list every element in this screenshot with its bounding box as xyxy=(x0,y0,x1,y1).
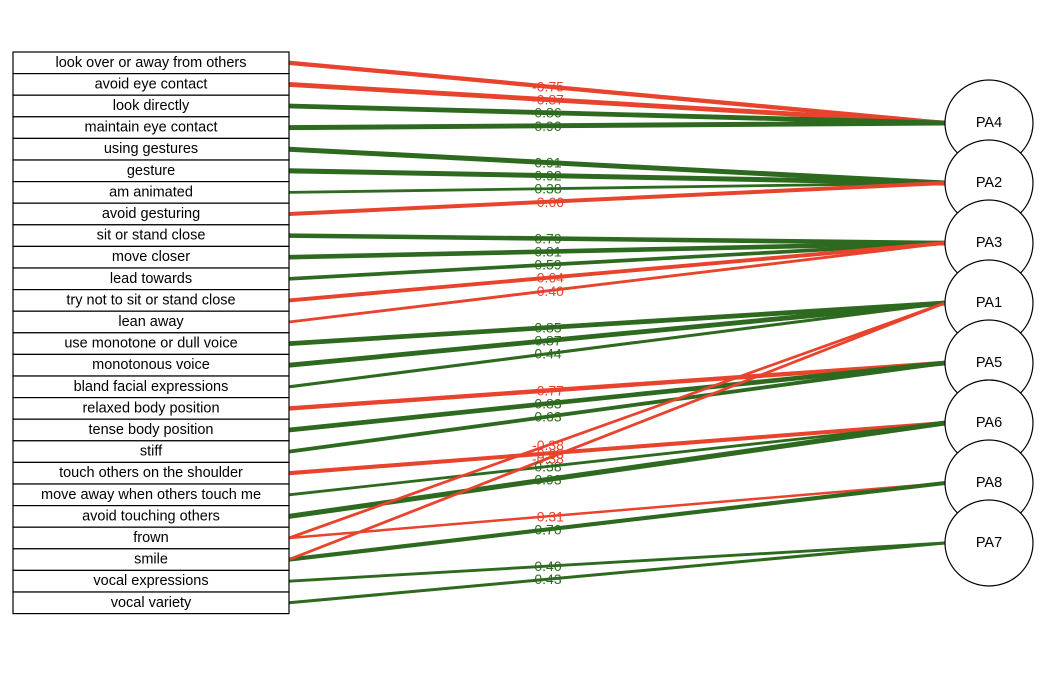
loading-edge xyxy=(288,146,946,186)
item-label: try not to sit or stand close xyxy=(66,292,235,308)
loading-edge xyxy=(288,541,946,583)
loading-label: 0.40 xyxy=(534,558,561,574)
loading-edge xyxy=(288,481,946,540)
item-label: stiff xyxy=(140,444,163,460)
factor-label: PA6 xyxy=(976,415,1002,431)
loading-edge xyxy=(288,420,946,519)
loading-label: -0.77 xyxy=(532,382,564,398)
loading-edge xyxy=(288,301,946,389)
item-label: avoid eye contact xyxy=(95,76,208,92)
loading-edge xyxy=(288,300,946,346)
loading-edge xyxy=(288,181,946,216)
loading-label: 0.38 xyxy=(534,458,561,474)
item-label: avoid touching others xyxy=(82,508,220,524)
item-label: frown xyxy=(133,530,168,546)
loading-edge xyxy=(288,420,946,476)
loading-label: 0.44 xyxy=(534,346,561,362)
loading-label: 0.70 xyxy=(534,521,561,537)
item-label: move closer xyxy=(112,249,190,265)
item-label: am animated xyxy=(109,184,193,200)
loading-label: 0.85 xyxy=(534,320,561,336)
factor-label: PA7 xyxy=(976,535,1002,551)
loading-edge xyxy=(288,181,946,194)
loading-edge xyxy=(288,360,946,411)
factor-label: PA2 xyxy=(976,175,1002,191)
factor-label: PA4 xyxy=(976,115,1002,131)
item-label: vocal variety xyxy=(111,595,192,611)
loading-label: 0.43 xyxy=(534,571,561,587)
item-label: smile xyxy=(134,552,168,568)
loading-label: -0.68 xyxy=(532,445,564,461)
factor-label: PA3 xyxy=(976,235,1002,251)
loading-label: -0.75 xyxy=(532,79,564,95)
item-label: touch others on the shoulder xyxy=(59,465,243,481)
loading-edge xyxy=(288,421,946,497)
loading-edge xyxy=(288,120,946,131)
loading-edge xyxy=(288,300,946,368)
loading-label: 0.86 xyxy=(534,105,561,121)
loading-edge xyxy=(288,541,946,605)
item-label: relaxed body position xyxy=(82,400,219,416)
loading-label: -0.87 xyxy=(532,92,564,108)
item-label: sit or stand close xyxy=(97,228,206,244)
loading-label: -0.40 xyxy=(532,283,564,299)
loading-edge xyxy=(288,103,946,126)
factor-label: PA1 xyxy=(976,295,1002,311)
loading-label: 0.83 xyxy=(534,396,561,412)
factor-label: PA8 xyxy=(976,475,1002,491)
item-label: move away when others touch me xyxy=(41,487,261,503)
factor-nodes: PA4 PA2 PA3 PA1 PA5 PA6 PA8 PA7 xyxy=(944,79,1034,587)
item-label: monotonous voice xyxy=(92,357,210,373)
loading-edge xyxy=(288,81,946,126)
loading-label: 0.92 xyxy=(534,168,561,184)
loading-label: -0.38 xyxy=(532,450,564,466)
item-label: using gestures xyxy=(104,141,198,157)
item-label: maintain eye contact xyxy=(85,120,218,136)
loading-label: 0.59 xyxy=(534,257,561,273)
loading-label: 0.90 xyxy=(534,118,561,134)
item-label: look over or away from others xyxy=(56,55,247,71)
loading-label: -0.38 xyxy=(532,437,564,453)
loading-edge xyxy=(288,301,946,540)
item-label: vocal expressions xyxy=(93,573,208,589)
loading-edge xyxy=(288,241,946,324)
loading-edge xyxy=(288,233,946,246)
loading-label: 0.91 xyxy=(534,155,561,171)
loading-edge xyxy=(288,168,946,186)
item-label: tense body position xyxy=(89,422,214,438)
item-label: lead towards xyxy=(110,271,192,287)
item-label: avoid gesturing xyxy=(102,206,200,222)
loading-edge xyxy=(288,361,946,454)
loading-label: 0.93 xyxy=(534,472,561,488)
loading-edge xyxy=(288,241,946,281)
item-label: lean away xyxy=(118,314,184,330)
loading-edges xyxy=(288,60,946,605)
loading-label: 0.79 xyxy=(534,231,561,247)
loading-edge xyxy=(288,480,946,562)
loading-edge xyxy=(288,240,946,260)
factor-node xyxy=(944,499,1034,587)
item-label: use monotone or dull voice xyxy=(64,336,237,352)
item-label: gesture xyxy=(127,163,175,179)
factor-label: PA5 xyxy=(976,355,1002,371)
loading-edge xyxy=(288,301,946,561)
item-label: look directly xyxy=(113,98,190,114)
loading-edge xyxy=(288,360,946,433)
loading-label: -0.64 xyxy=(532,270,564,286)
loading-edge xyxy=(288,241,946,303)
item-label: bland facial expressions xyxy=(74,379,229,395)
loading-label: -0.31 xyxy=(532,508,564,524)
loading-edge xyxy=(288,60,946,126)
loading-label: 0.81 xyxy=(534,244,561,260)
loading-label: 0.38 xyxy=(534,181,561,197)
loading-label: 0.87 xyxy=(534,333,561,349)
loading-labels: -0.75-0.870.860.900.910.920.38-0.660.790… xyxy=(532,79,564,588)
loading-label: -0.66 xyxy=(532,194,564,210)
loading-label: 0.63 xyxy=(534,409,561,425)
indicator-items: look over or away from others avoid eye c… xyxy=(12,51,290,615)
item-box xyxy=(12,591,290,615)
